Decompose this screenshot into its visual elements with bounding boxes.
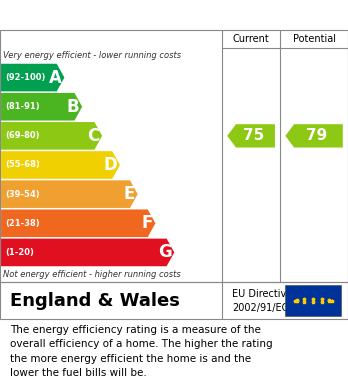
Text: Energy Efficiency Rating: Energy Efficiency Rating (10, 7, 221, 23)
Polygon shape (227, 124, 275, 147)
Text: EU Directive: EU Directive (232, 289, 293, 299)
Polygon shape (1, 64, 64, 91)
Text: (81-91): (81-91) (5, 102, 40, 111)
Text: D: D (103, 156, 117, 174)
Text: Very energy efficient - lower running costs: Very energy efficient - lower running co… (3, 51, 182, 60)
Polygon shape (1, 122, 102, 150)
Polygon shape (1, 210, 156, 237)
Text: A: A (49, 68, 62, 86)
Text: Potential: Potential (293, 34, 335, 44)
Text: England & Wales: England & Wales (10, 292, 180, 310)
Text: 79: 79 (306, 128, 327, 143)
Polygon shape (1, 180, 138, 208)
Text: Current: Current (233, 34, 269, 44)
Text: 2002/91/EC: 2002/91/EC (232, 303, 289, 313)
Polygon shape (1, 239, 174, 266)
Text: (69-80): (69-80) (5, 131, 40, 140)
Text: (1-20): (1-20) (5, 248, 34, 257)
Text: C: C (87, 127, 99, 145)
Polygon shape (285, 124, 343, 147)
Text: The energy efficiency rating is a measure of the
overall efficiency of a home. T: The energy efficiency rating is a measur… (10, 325, 273, 378)
Text: (92-100): (92-100) (5, 73, 46, 82)
Polygon shape (1, 151, 120, 179)
Text: G: G (158, 244, 172, 262)
Text: B: B (67, 98, 79, 116)
Bar (285, 285, 341, 316)
Text: F: F (141, 214, 153, 232)
Text: Not energy efficient - higher running costs: Not energy efficient - higher running co… (3, 270, 181, 279)
Text: 75: 75 (243, 128, 264, 143)
Text: (55-68): (55-68) (5, 160, 40, 170)
Text: (21-38): (21-38) (5, 219, 40, 228)
Text: (39-54): (39-54) (5, 190, 40, 199)
Polygon shape (1, 93, 82, 120)
Text: E: E (124, 185, 135, 203)
